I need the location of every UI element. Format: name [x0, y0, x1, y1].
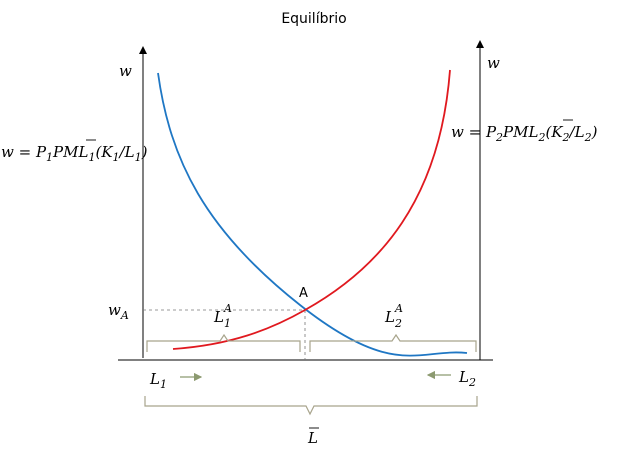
sector1-labor-demand-curve [157, 72, 468, 357]
sector2-labor-brace [309, 333, 477, 352]
equilibrium-wage-label: wA [108, 301, 129, 322]
l2-origin-label: L2 [458, 368, 476, 389]
left-curve-equation: w = P1PML1(K1/L1) [1, 143, 148, 164]
total-labor-brace [144, 396, 478, 416]
l1a-superscript: A [223, 302, 232, 315]
equilibrium-point-label: A [299, 286, 308, 301]
l2a-superscript: A [394, 302, 403, 315]
sector1-labor-brace [146, 333, 301, 352]
diagram-title: Equilíbrio [281, 11, 346, 27]
total-labor-label: L [307, 429, 318, 447]
l1-origin-label: L1 [149, 370, 167, 391]
l1a-label: L [213, 308, 224, 326]
sector2-labor-demand-curve [172, 69, 451, 350]
l2a-label: L [384, 308, 395, 326]
left-axis-label: w [119, 62, 132, 80]
l2a-subscript: 2 [394, 317, 402, 330]
l1a-subscript: 1 [224, 317, 231, 330]
right-curve-equation: w = P2PML2(K2/L2) [451, 123, 598, 144]
right-axis-label: w [487, 54, 500, 72]
